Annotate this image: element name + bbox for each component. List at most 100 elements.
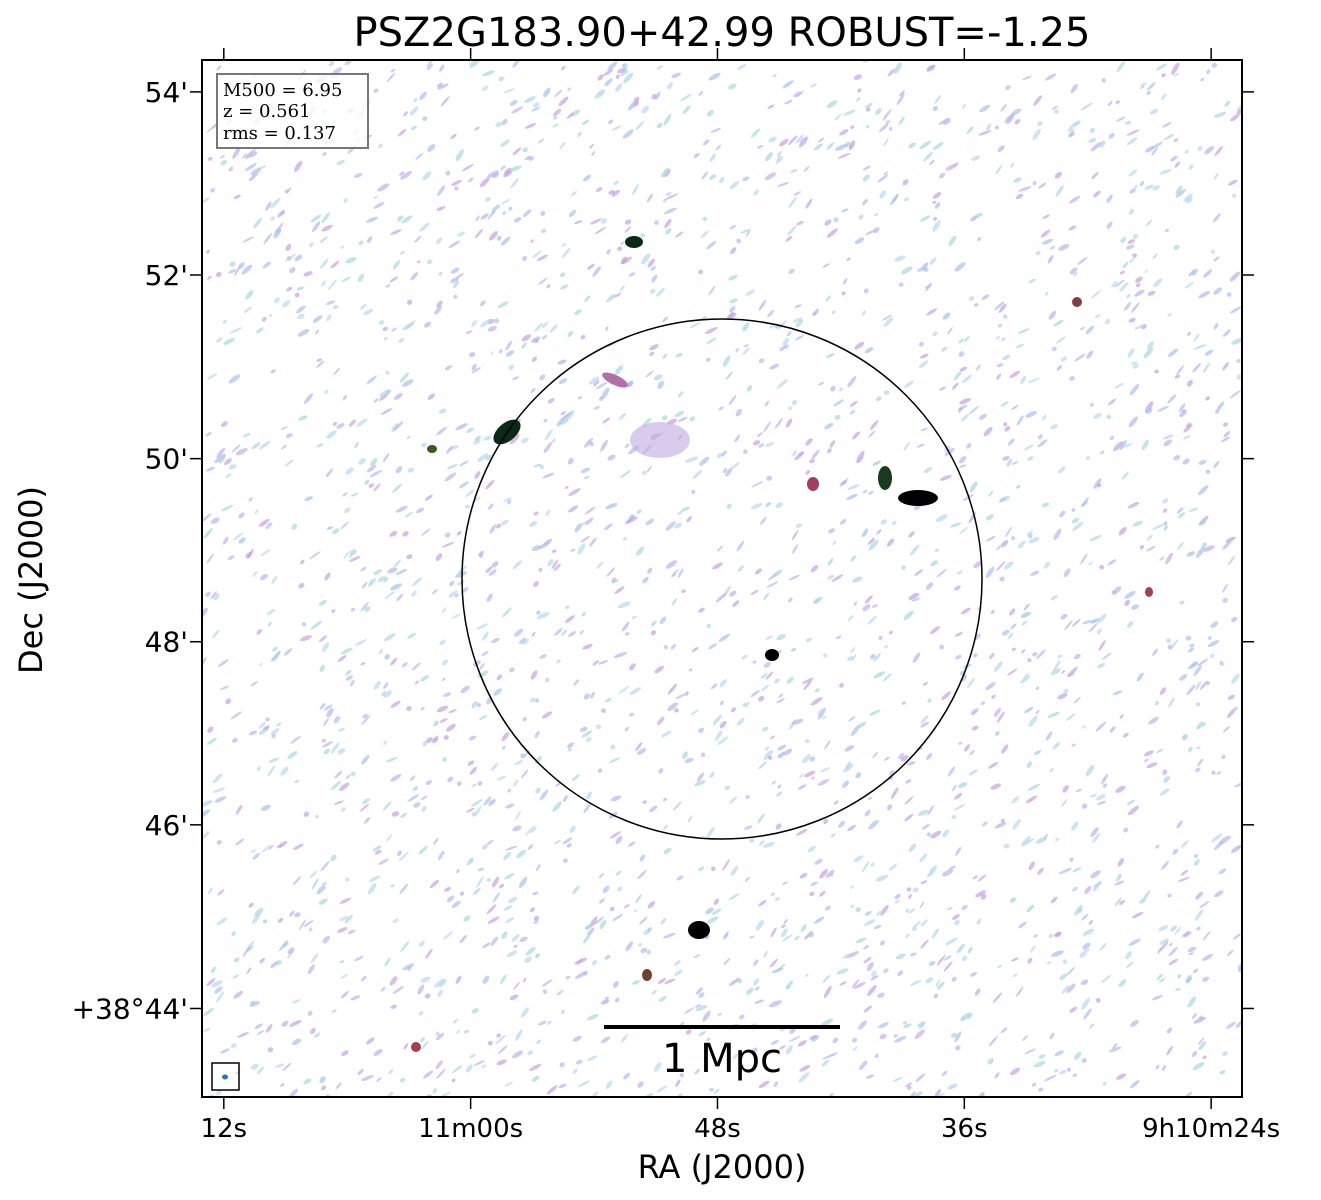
noise-speck bbox=[1071, 743, 1076, 747]
noise-speck bbox=[436, 426, 447, 436]
noise-speck bbox=[855, 937, 867, 944]
noise-speck bbox=[1141, 439, 1149, 450]
noise-speck bbox=[1066, 983, 1076, 993]
noise-speck bbox=[207, 275, 212, 280]
noise-speck bbox=[400, 812, 408, 819]
noise-speck bbox=[490, 936, 499, 946]
noise-speck bbox=[250, 168, 262, 176]
noise-speck bbox=[735, 408, 742, 417]
noise-speck bbox=[898, 282, 904, 287]
noise-speck bbox=[1183, 423, 1193, 433]
noise-speck bbox=[785, 1045, 793, 1055]
noise-speck bbox=[759, 840, 765, 846]
noise-speck bbox=[766, 581, 779, 588]
noise-speck bbox=[968, 405, 979, 415]
noise-speck bbox=[842, 780, 850, 788]
noise-speck bbox=[719, 678, 728, 688]
noise-speck bbox=[1054, 171, 1062, 179]
noise-speck bbox=[805, 470, 811, 475]
noise-speck bbox=[471, 320, 478, 327]
noise-speck bbox=[492, 172, 499, 179]
noise-speck bbox=[844, 745, 855, 752]
noise-speck bbox=[1178, 403, 1186, 412]
noise-speck bbox=[554, 89, 563, 98]
noise-speck bbox=[539, 464, 544, 470]
noise-speck bbox=[1210, 249, 1216, 254]
noise-speck bbox=[1114, 897, 1122, 907]
noise-speck bbox=[836, 968, 849, 975]
noise-speck bbox=[361, 755, 370, 765]
noise-speck bbox=[628, 841, 636, 847]
noise-speck bbox=[360, 662, 366, 666]
noise-speck bbox=[605, 697, 612, 703]
noise-speck bbox=[509, 165, 522, 172]
noise-speck bbox=[512, 147, 522, 156]
noise-speck bbox=[1143, 750, 1154, 757]
noise-speck bbox=[1027, 658, 1032, 663]
noise-speck bbox=[1223, 422, 1228, 427]
noise-speck bbox=[441, 541, 455, 548]
noise-speck bbox=[764, 172, 777, 181]
noise-speck bbox=[445, 170, 451, 176]
noise-speck bbox=[926, 752, 933, 760]
noise-speck bbox=[1222, 726, 1231, 733]
noise-speck bbox=[1108, 132, 1115, 139]
noise-speck bbox=[525, 825, 535, 836]
noise-speck bbox=[227, 555, 235, 561]
noise-speck bbox=[426, 60, 435, 68]
noise-speck bbox=[823, 818, 829, 825]
noise-speck bbox=[489, 524, 497, 534]
noise-speck bbox=[343, 551, 350, 560]
noise-speck bbox=[1013, 177, 1022, 183]
noise-speck bbox=[636, 509, 642, 514]
noise-speck bbox=[810, 564, 819, 573]
noise-speck bbox=[332, 421, 338, 427]
noise-speck bbox=[1045, 291, 1049, 296]
noise-speck bbox=[370, 458, 378, 467]
noise-speck bbox=[580, 467, 591, 474]
noise-speck bbox=[1028, 533, 1033, 539]
noise-speck bbox=[1028, 278, 1037, 284]
noise-speck bbox=[501, 519, 509, 526]
noise-speck bbox=[324, 389, 329, 394]
noise-speck bbox=[377, 575, 386, 583]
noise-speck bbox=[1121, 443, 1133, 449]
noise-speck bbox=[1102, 783, 1108, 789]
noise-speck bbox=[402, 322, 415, 331]
noise-speck bbox=[868, 819, 879, 830]
noise-speck bbox=[1062, 959, 1068, 965]
noise-speck bbox=[770, 1039, 779, 1045]
noise-speck bbox=[368, 483, 375, 488]
noise-speck bbox=[518, 637, 526, 645]
noise-speck bbox=[455, 975, 462, 984]
noise-speck bbox=[723, 931, 729, 938]
noise-speck bbox=[464, 504, 470, 509]
noise-speck bbox=[961, 607, 971, 615]
noise-speck bbox=[966, 677, 975, 689]
noise-speck bbox=[1213, 460, 1220, 469]
noise-speck bbox=[320, 861, 330, 872]
noise-speck bbox=[442, 757, 447, 762]
noise-speck bbox=[235, 838, 245, 846]
noise-speck bbox=[503, 851, 512, 861]
noise-speck bbox=[447, 776, 454, 783]
noise-speck bbox=[561, 629, 568, 636]
noise-speck bbox=[1066, 966, 1076, 976]
noise-speck bbox=[665, 191, 672, 197]
noise-speck bbox=[345, 877, 350, 882]
noise-speck bbox=[1097, 613, 1107, 624]
noise-speck bbox=[779, 1045, 786, 1050]
noise-speck bbox=[373, 569, 382, 576]
noise-speck bbox=[758, 299, 767, 311]
noise-speck bbox=[700, 752, 706, 758]
noise-speck bbox=[271, 576, 278, 584]
noise-speck bbox=[270, 651, 281, 662]
noise-speck bbox=[560, 1009, 565, 1015]
noise-speck bbox=[872, 460, 882, 466]
noise-speck bbox=[938, 117, 950, 125]
noise-speck bbox=[1020, 611, 1031, 618]
noise-speck bbox=[603, 69, 614, 76]
noise-speck bbox=[498, 76, 504, 82]
noise-speck bbox=[252, 912, 261, 924]
noise-speck bbox=[613, 292, 622, 298]
